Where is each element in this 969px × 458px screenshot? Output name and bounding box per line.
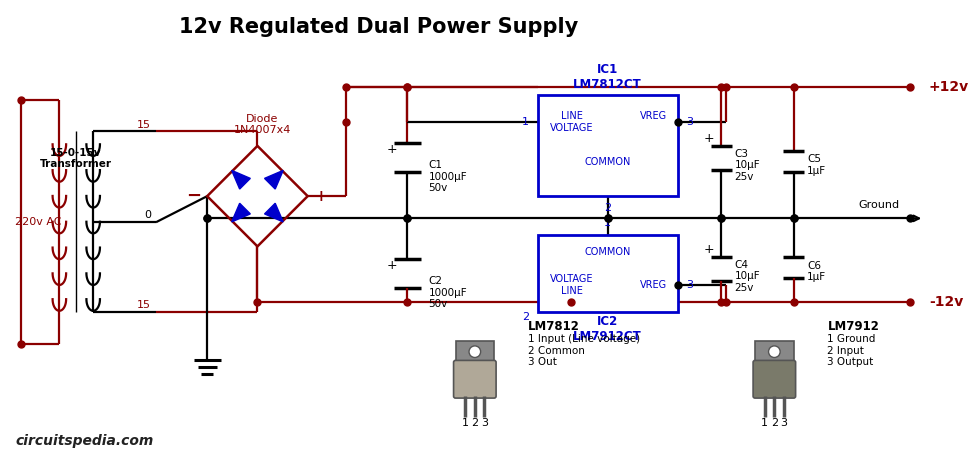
Text: 2: 2 — [521, 312, 528, 322]
Polygon shape — [265, 170, 283, 189]
Text: 2: 2 — [604, 203, 610, 213]
FancyBboxPatch shape — [455, 341, 493, 362]
Text: C6
1μF: C6 1μF — [806, 261, 826, 282]
Text: COMMON: COMMON — [584, 247, 630, 257]
Text: 1: 1 — [521, 117, 528, 127]
Text: +: + — [386, 143, 396, 156]
Text: 15: 15 — [137, 300, 151, 311]
Text: circuitspedia.com: circuitspedia.com — [16, 434, 154, 447]
Text: C2
1000μF
50v: C2 1000μF 50v — [428, 276, 467, 309]
Polygon shape — [265, 203, 283, 222]
Text: LM7812: LM7812 — [527, 320, 579, 333]
Text: 220v AC: 220v AC — [15, 217, 61, 227]
Text: LM7912: LM7912 — [827, 320, 879, 333]
Text: VREG: VREG — [640, 280, 667, 290]
Text: C1
1000μF
50v: C1 1000μF 50v — [428, 160, 467, 193]
Text: 15-0-15v
Transformer: 15-0-15v Transformer — [40, 148, 111, 169]
Text: 1: 1 — [604, 218, 610, 228]
FancyBboxPatch shape — [537, 95, 677, 196]
Text: 3: 3 — [780, 418, 787, 428]
Text: 1: 1 — [461, 418, 468, 428]
Polygon shape — [232, 170, 250, 189]
Text: 3: 3 — [686, 117, 693, 127]
Text: LINE
VOLTAGE: LINE VOLTAGE — [549, 111, 593, 132]
Text: 3: 3 — [686, 280, 693, 290]
Text: IC1
LM7812CT: IC1 LM7812CT — [573, 63, 641, 91]
Text: VOLTAGE
LINE: VOLTAGE LINE — [549, 274, 593, 296]
Text: COMMON: COMMON — [584, 158, 630, 167]
Text: 1 Ground
2 Input
3 Output: 1 Ground 2 Input 3 Output — [827, 334, 875, 367]
Text: 12v Regulated Dual Power Supply: 12v Regulated Dual Power Supply — [178, 17, 578, 37]
Polygon shape — [232, 203, 250, 222]
Text: IC2
LM7912CT: IC2 LM7912CT — [573, 316, 641, 344]
Text: 0: 0 — [144, 211, 151, 220]
Text: +: + — [703, 132, 713, 145]
Text: −: − — [186, 187, 201, 205]
Text: 1 Input (Line voltage)
2 Common
3 Out: 1 Input (Line voltage) 2 Common 3 Out — [527, 334, 640, 367]
Text: 2: 2 — [770, 418, 777, 428]
Text: +12v: +12v — [928, 80, 968, 94]
Text: 15: 15 — [137, 120, 151, 130]
Text: 2: 2 — [471, 418, 478, 428]
Circle shape — [767, 346, 779, 358]
Text: Diode
1N4007x4: Diode 1N4007x4 — [234, 114, 291, 136]
FancyBboxPatch shape — [754, 341, 793, 362]
Text: +: + — [315, 189, 328, 204]
Text: C4
10μF
25v: C4 10μF 25v — [734, 260, 760, 293]
Text: Ground: Ground — [858, 200, 899, 210]
Text: C3
10μF
25v: C3 10μF 25v — [734, 149, 760, 182]
Text: VREG: VREG — [640, 111, 667, 121]
FancyBboxPatch shape — [752, 360, 795, 398]
Text: -12v: -12v — [928, 295, 962, 310]
Text: 1: 1 — [761, 418, 767, 428]
Circle shape — [469, 346, 480, 358]
Text: +: + — [703, 243, 713, 256]
Text: C5
1μF: C5 1μF — [806, 154, 826, 176]
Text: +: + — [386, 259, 396, 272]
FancyBboxPatch shape — [537, 235, 677, 312]
FancyBboxPatch shape — [453, 360, 495, 398]
Text: 3: 3 — [481, 418, 487, 428]
